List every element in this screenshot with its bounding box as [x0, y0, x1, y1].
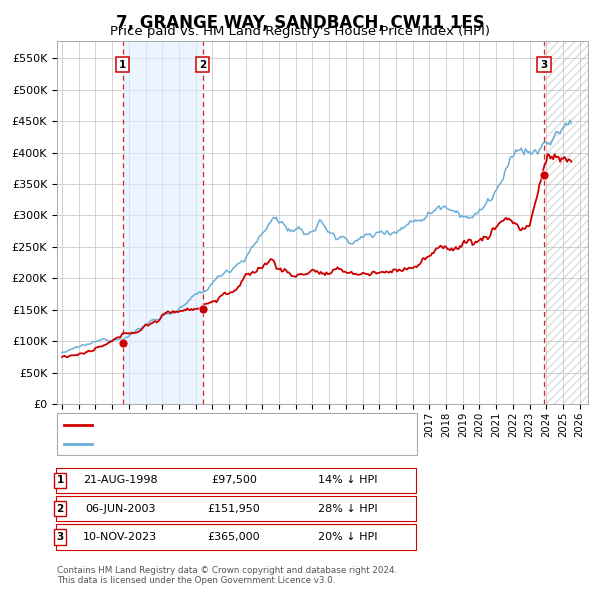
Text: 1: 1 — [56, 476, 64, 485]
Text: Price paid vs. HM Land Registry's House Price Index (HPI): Price paid vs. HM Land Registry's House … — [110, 25, 490, 38]
Text: 28% ↓ HPI: 28% ↓ HPI — [318, 504, 377, 513]
Bar — [123, 41, 203, 404]
Text: 7, GRANGE WAY, SANDBACH, CW11 1ES: 7, GRANGE WAY, SANDBACH, CW11 1ES — [116, 14, 484, 32]
Text: 10-NOV-2023: 10-NOV-2023 — [83, 532, 157, 542]
Text: 20% ↓ HPI: 20% ↓ HPI — [318, 532, 377, 542]
Text: 3: 3 — [541, 60, 548, 70]
Text: £97,500: £97,500 — [211, 476, 257, 485]
Text: Contains HM Land Registry data © Crown copyright and database right 2024.
This d: Contains HM Land Registry data © Crown c… — [57, 566, 397, 585]
Text: 1: 1 — [119, 60, 127, 70]
Text: 7, GRANGE WAY, SANDBACH, CW11 1ES (detached house): 7, GRANGE WAY, SANDBACH, CW11 1ES (detac… — [96, 420, 415, 430]
Text: 2: 2 — [199, 60, 206, 70]
Text: 21-AUG-1998: 21-AUG-1998 — [83, 476, 157, 485]
Text: 3: 3 — [56, 532, 64, 542]
Bar — [544, 41, 588, 404]
Text: £151,950: £151,950 — [208, 504, 260, 513]
Text: 2: 2 — [56, 504, 64, 513]
Text: 14% ↓ HPI: 14% ↓ HPI — [318, 476, 377, 485]
Text: HPI: Average price, detached house, Cheshire East: HPI: Average price, detached house, Ches… — [96, 438, 373, 448]
Text: £365,000: £365,000 — [208, 532, 260, 542]
Text: 06-JUN-2003: 06-JUN-2003 — [85, 504, 155, 513]
